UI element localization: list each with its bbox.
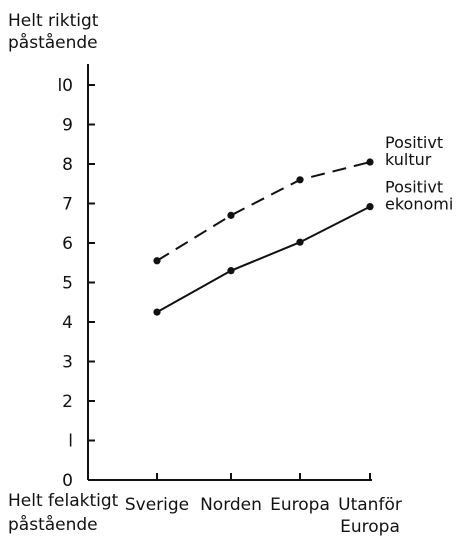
series-label: kultur — [385, 150, 432, 169]
x-tick-label: Sverige — [125, 495, 189, 515]
data-point — [366, 203, 374, 211]
y-tick-label: 2 — [62, 392, 73, 412]
x-tick-label: Europa — [270, 495, 330, 515]
data-point — [366, 158, 374, 166]
data-point — [227, 267, 235, 275]
data-point — [153, 308, 161, 316]
data-point — [227, 211, 235, 219]
y-tick-label: 0 — [62, 471, 73, 491]
y-tick-label: 9 — [62, 116, 73, 136]
y-tick-label: 8 — [62, 155, 73, 175]
y-tick-label: l — [68, 432, 73, 452]
series-line-kultur — [156, 161, 371, 262]
y-tick-label: l0 — [57, 76, 73, 96]
data-point — [296, 176, 304, 184]
x-tick-label: Utanför — [338, 495, 402, 515]
series-label: Positivt — [385, 178, 443, 197]
y-tick-label: 3 — [62, 353, 73, 373]
series-label: Positivt — [385, 133, 443, 152]
y-tick-label: 6 — [62, 234, 73, 254]
series-line-ekonomi — [156, 205, 371, 313]
x-tick-label: Europa — [340, 517, 400, 537]
y-axis-bottom-label: påstående — [8, 514, 98, 535]
y-tick-label: 4 — [62, 313, 73, 333]
y-tick-label: 7 — [62, 195, 73, 215]
data-point — [153, 257, 161, 265]
series-label: ekonomi — [385, 195, 453, 214]
y-axis-top-label: påstående — [8, 32, 98, 53]
data-point — [296, 238, 304, 246]
y-axis-bottom-label: Helt felaktigt — [8, 491, 119, 511]
x-tick-label: Norden — [200, 495, 262, 515]
y-axis-top-label: Helt riktigt — [8, 11, 99, 31]
y-tick-label: 5 — [62, 274, 73, 294]
